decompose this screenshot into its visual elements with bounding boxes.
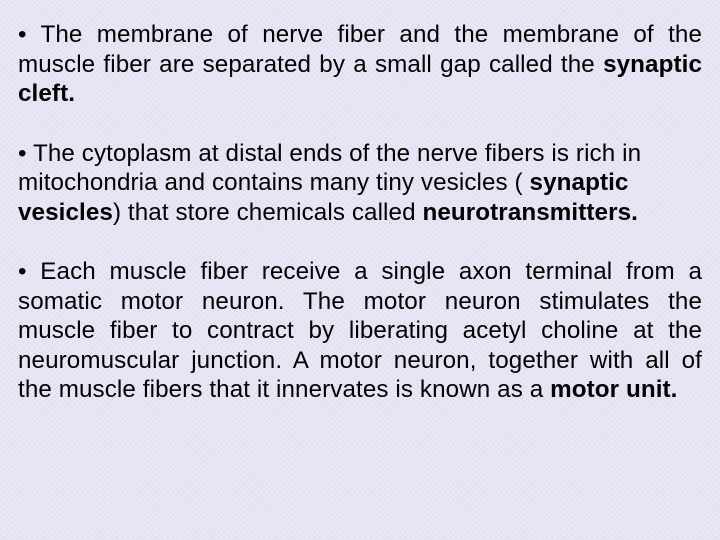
paragraph-1: The membrane of nerve fiber and the memb… — [18, 20, 702, 109]
text-run: ) that store chemicals called — [113, 199, 423, 226]
text-run-bold: neurotransmitters. — [422, 199, 638, 226]
slide-body: The membrane of nerve fiber and the memb… — [0, 0, 720, 540]
text-run-bold: motor unit. — [550, 376, 677, 403]
paragraph-3: Each muscle fiber receive a single axon … — [18, 257, 702, 405]
text-run: The membrane of nerve fiber and the memb… — [18, 21, 702, 78]
paragraph-2: The cytoplasm at distal ends of the nerv… — [18, 139, 702, 228]
